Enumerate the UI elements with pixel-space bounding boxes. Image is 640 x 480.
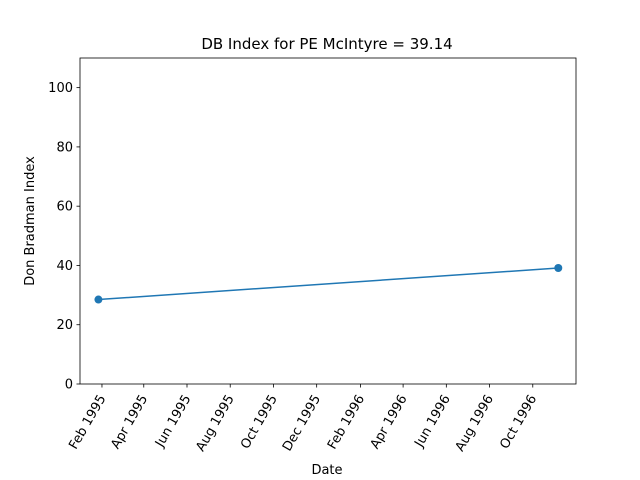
y-tick-label: 0 <box>65 378 73 393</box>
y-axis-label: Don Bradman Index <box>23 156 38 286</box>
y-tick-label: 60 <box>56 200 73 215</box>
y-tick-label: 100 <box>48 81 73 96</box>
x-tick-label: Jun 1996 <box>412 393 454 451</box>
x-tick-label: Aug 1996 <box>453 393 497 455</box>
x-tick-label: Apr 1995 <box>108 393 151 452</box>
plot-frame <box>79 57 577 385</box>
x-tick-label: Oct 1996 <box>497 393 540 452</box>
x-tick-label: Feb 1996 <box>325 393 368 453</box>
series-line <box>98 267 559 301</box>
x-axis-label: Date <box>311 463 342 478</box>
plot-area <box>79 57 577 385</box>
x-tick-label: Apr 1996 <box>368 393 411 452</box>
x-tick-label: Feb 1995 <box>66 393 109 453</box>
data-point <box>94 295 103 304</box>
data-point <box>554 264 563 273</box>
y-axis: 0 20 40 60 80 100 <box>48 81 80 393</box>
x-tick-label: Aug 1995 <box>193 393 237 455</box>
y-tick-label: 20 <box>56 318 73 333</box>
y-tick-label: 40 <box>56 259 73 274</box>
chart-title: DB Index for PE McIntyre = 39.14 <box>201 35 452 53</box>
x-tick-label: Jun 1995 <box>152 393 194 451</box>
x-tick-label: Dec 1995 <box>280 393 324 455</box>
series-layer <box>94 264 563 304</box>
x-tick-label: Oct 1995 <box>238 393 281 452</box>
y-tick-label: 80 <box>56 140 73 155</box>
